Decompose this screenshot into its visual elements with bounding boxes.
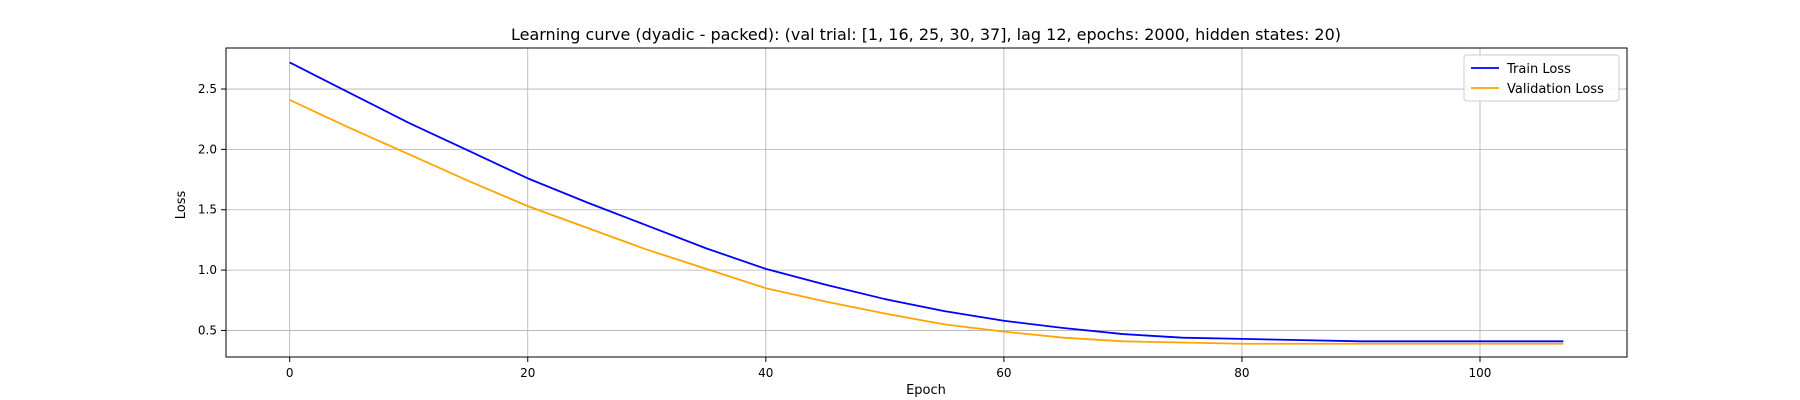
x-tick-label: 0	[286, 366, 294, 380]
y-axis-label: Loss	[174, 191, 189, 220]
y-tick-label: 2.5	[198, 82, 217, 96]
y-tick-label: 1.0	[198, 263, 217, 277]
axis-ticks: 0 20 40 60 80 100 0.5 1.0 1.5 2.0 2.5	[198, 82, 1492, 380]
chart-title: Learning curve (dyadic - packed): (val t…	[511, 25, 1341, 44]
x-tick-label: 80	[1234, 366, 1249, 380]
y-tick-label: 0.5	[198, 323, 217, 337]
train-loss-line	[289, 61, 1564, 343]
x-tick-label: 20	[520, 366, 535, 380]
y-tick-label: 2.0	[198, 142, 217, 156]
legend: Train Loss Validation Loss	[1463, 54, 1620, 102]
x-axis-label: Epoch	[906, 383, 946, 398]
legend-box	[1463, 54, 1620, 102]
grid-lines	[226, 48, 1627, 357]
x-tick-label: 40	[758, 366, 773, 380]
validation-loss-line	[289, 99, 1564, 345]
x-tick-label: 100	[1469, 366, 1492, 380]
train-loss-legend-label: Train Loss	[1506, 62, 1571, 77]
plot-frame	[225, 47, 1628, 358]
x-tick-label: 60	[996, 366, 1011, 380]
y-tick-label: 1.5	[198, 203, 217, 217]
validation-loss-legend-label: Validation Loss	[1507, 82, 1604, 97]
data-series	[289, 61, 1564, 345]
